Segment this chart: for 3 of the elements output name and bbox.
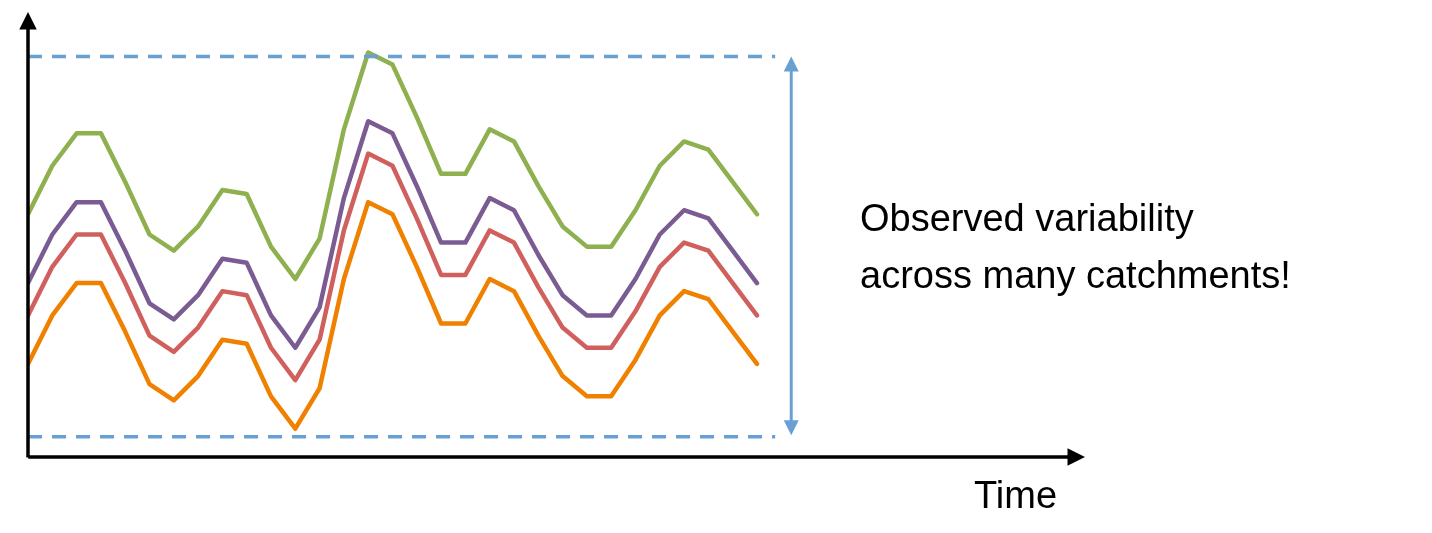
text: Time	[974, 474, 1058, 516]
text: across many catchments!	[860, 254, 1291, 296]
text: Observed variability	[860, 197, 1194, 239]
